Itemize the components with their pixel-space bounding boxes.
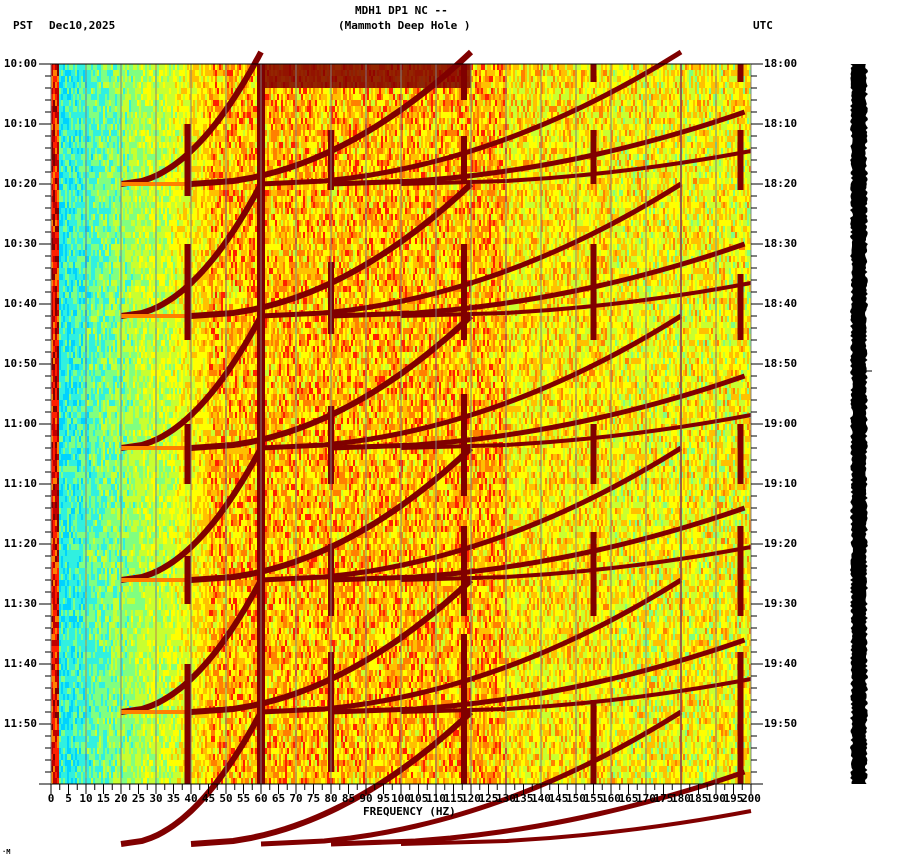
frequency-tick-label: 55 <box>237 793 250 805</box>
frequency-tick-label: 10 <box>79 793 92 805</box>
station-title: MDH1 DP1 NC -- <box>355 5 448 17</box>
pst-tick-label: 10:10 <box>4 118 37 130</box>
frequency-tick-label: 140 <box>531 793 551 805</box>
utc-tick-label: 19:00 <box>764 418 797 430</box>
utc-tick-label: 18:30 <box>764 238 797 250</box>
frequency-tick-label: 125 <box>479 793 499 805</box>
frequency-tick-label: 145 <box>549 793 569 805</box>
frequency-tick-label: 95 <box>377 793 390 805</box>
frequency-tick-label: 195 <box>724 793 744 805</box>
utc-tick-label: 18:20 <box>764 178 797 190</box>
frequency-tick-label: 60 <box>254 793 267 805</box>
utc-tick-label: 19:30 <box>764 598 797 610</box>
frequency-tick-label: 90 <box>359 793 372 805</box>
frequency-tick-label: 200 <box>741 793 761 805</box>
frequency-tick-label: 155 <box>584 793 604 805</box>
frequency-tick-label: 50 <box>219 793 232 805</box>
utc-tick-label: 18:40 <box>764 298 797 310</box>
pst-tick-label: 11:30 <box>4 598 37 610</box>
utc-tick-label: 18:10 <box>764 118 797 130</box>
frequency-tick-label: 40 <box>184 793 197 805</box>
pst-tick-label: 10:20 <box>4 178 37 190</box>
date-label: Dec10,2025 <box>49 20 115 32</box>
seismogram-trace <box>850 64 872 784</box>
frequency-tick-label: 175 <box>654 793 674 805</box>
frequency-tick-label: 180 <box>671 793 691 805</box>
frequency-tick-label: 85 <box>342 793 355 805</box>
frequency-tick-label: 25 <box>132 793 145 805</box>
utc-tick-label: 19:10 <box>764 478 797 490</box>
pst-tick-label: 11:00 <box>4 418 37 430</box>
pst-tick-label: 11:40 <box>4 658 37 670</box>
frequency-tick-label: 65 <box>272 793 285 805</box>
frequency-tick-label: 150 <box>566 793 586 805</box>
frequency-tick-label: 105 <box>409 793 429 805</box>
axes <box>39 63 763 794</box>
frequency-tick-label: 130 <box>496 793 516 805</box>
corner-mark: ·M <box>2 846 10 858</box>
x-axis-title: FREQUENCY (HZ) <box>363 806 456 818</box>
frequency-tick-label: 20 <box>114 793 127 805</box>
station-subtitle: (Mammoth Deep Hole ) <box>338 20 470 32</box>
spectral-features <box>120 49 752 847</box>
pst-tick-label: 11:10 <box>4 478 37 490</box>
utc-tick-label: 19:40 <box>764 658 797 670</box>
utc-tick-label: 19:20 <box>764 538 797 550</box>
utc-tick-label: 19:50 <box>764 718 797 730</box>
pst-tick-label: 10:40 <box>4 298 37 310</box>
frequency-tick-label: 160 <box>601 793 621 805</box>
frequency-tick-label: 30 <box>149 793 162 805</box>
frequency-tick-label: 135 <box>514 793 534 805</box>
frequency-tick-label: 75 <box>307 793 320 805</box>
frequency-gridlines <box>85 64 717 784</box>
right-timezone-label: UTC <box>753 20 773 32</box>
frequency-tick-label: 165 <box>619 793 639 805</box>
frequency-tick-label: 35 <box>167 793 180 805</box>
frequency-tick-label: 185 <box>689 793 709 805</box>
frequency-tick-label: 170 <box>636 793 656 805</box>
pst-tick-label: 10:00 <box>4 58 37 70</box>
frequency-tick-label: 5 <box>65 793 72 805</box>
pst-tick-label: 10:30 <box>4 238 37 250</box>
utc-tick-label: 18:00 <box>764 58 797 70</box>
frequency-tick-label: 15 <box>97 793 110 805</box>
pst-tick-label: 10:50 <box>4 358 37 370</box>
frequency-tick-label: 190 <box>706 793 726 805</box>
frequency-tick-label: 70 <box>289 793 302 805</box>
frequency-tick-label: 110 <box>426 793 446 805</box>
frequency-tick-label: 100 <box>391 793 411 805</box>
frequency-tick-label: 120 <box>461 793 481 805</box>
frequency-tick-label: 0 <box>48 793 55 805</box>
frequency-tick-label: 80 <box>324 793 337 805</box>
pst-tick-label: 11:20 <box>4 538 37 550</box>
frequency-tick-label: 45 <box>202 793 215 805</box>
utc-tick-label: 18:50 <box>764 358 797 370</box>
frequency-tick-label: 115 <box>444 793 464 805</box>
pst-tick-label: 11:50 <box>4 718 37 730</box>
left-timezone-label: PST <box>13 20 33 32</box>
